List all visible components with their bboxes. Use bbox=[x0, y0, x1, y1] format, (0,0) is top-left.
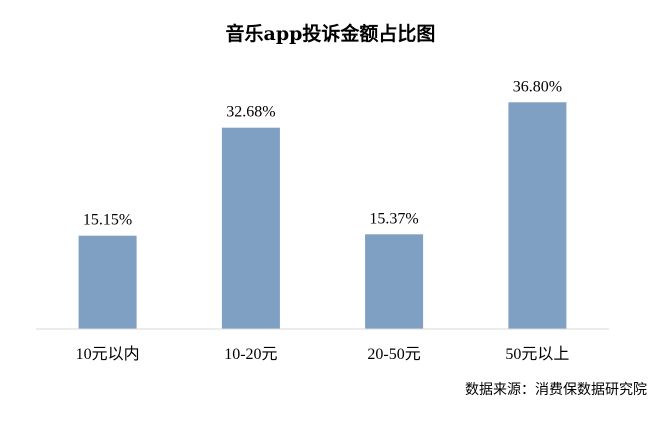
bar-0 bbox=[78, 235, 137, 329]
bar-2 bbox=[365, 234, 424, 329]
source-note: 数据来源：消费保数据研究院 bbox=[465, 382, 647, 398]
tick-labels-layer: 10元以内 10-20元 20-50元 50元以上 bbox=[76, 345, 570, 363]
bars-layer bbox=[78, 102, 567, 329]
x-tick-label-2: 20-50元 bbox=[367, 346, 420, 363]
bar-1 bbox=[221, 127, 280, 329]
value-label-2: 15.37% bbox=[369, 210, 418, 227]
value-label-3: 36.80% bbox=[513, 78, 562, 95]
x-tick-label-0: 10元以内 bbox=[76, 345, 140, 363]
value-label-0: 15.15% bbox=[83, 212, 132, 229]
value-labels-layer: 15.15% 32.68% 15.37% 36.80% bbox=[83, 78, 562, 228]
chart-title: 音乐app投诉金额占比图 bbox=[225, 23, 436, 45]
x-tick-label-3: 50元以上 bbox=[505, 345, 569, 363]
value-label-1: 32.68% bbox=[226, 104, 275, 121]
bar-3 bbox=[508, 102, 567, 329]
x-tick-label-1: 10-20元 bbox=[224, 346, 277, 363]
